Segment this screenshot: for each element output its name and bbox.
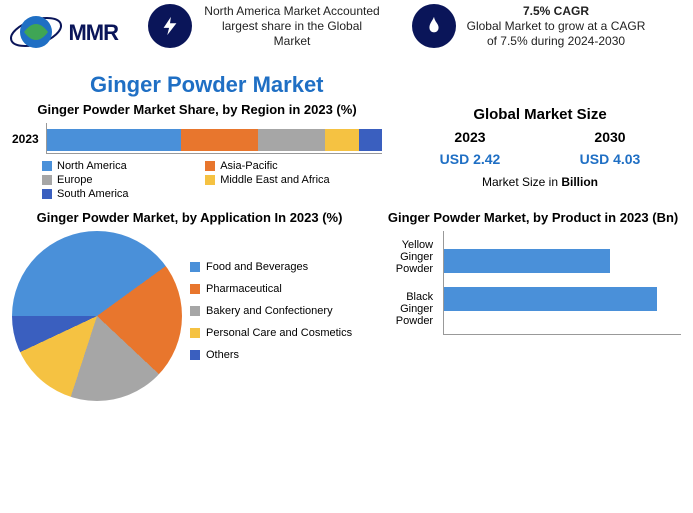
gms-unit-bold: Billion	[561, 175, 598, 189]
fact-cagr-body: Global Market to grow at a CAGR of 7.5% …	[466, 19, 646, 49]
product-bar	[444, 287, 657, 311]
legend-item: Food and Beverages	[190, 261, 352, 273]
logo-text: MMR	[68, 20, 118, 46]
fact-na-text: North America Market Accounted largest s…	[202, 4, 382, 49]
legend-item: Personal Care and Cosmetics	[190, 327, 352, 339]
region-stacked-bar	[47, 129, 382, 151]
product-bar-row	[444, 249, 681, 273]
region-seg-asia-pacific	[181, 129, 258, 151]
gms-item: 2023 USD 2.42	[440, 129, 501, 167]
gms-unit-prefix: Market Size in	[482, 175, 561, 189]
product-labels: Yellow Ginger PowderBlack Ginger Powder	[385, 231, 439, 335]
legend-item: Europe	[42, 174, 205, 186]
legend-item: Others	[190, 349, 352, 361]
gms-year: 2030	[580, 129, 641, 145]
region-seg-north-america	[47, 129, 181, 151]
application-chart-title: Ginger Powder Market, by Application In …	[12, 210, 367, 225]
flame-icon	[412, 4, 456, 48]
application-pie	[12, 231, 182, 401]
product-label: Yellow Ginger Powder	[385, 231, 439, 283]
fact-cagr-title: 7.5% CAGR	[466, 4, 646, 19]
legend-item: North America	[42, 160, 205, 172]
region-chart-ylabel: 2023	[12, 132, 46, 146]
legend-item: Bakery and Confectionery	[190, 305, 352, 317]
product-bar-row	[444, 287, 681, 311]
region-legend: North AmericaAsia-PacificEuropeMiddle Ea…	[12, 160, 382, 202]
region-seg-south-america	[359, 129, 382, 151]
region-chart: 2023	[12, 123, 382, 154]
region-chart-title: Ginger Powder Market Share, by Region in…	[12, 102, 382, 117]
fact-na-share: North America Market Accounted largest s…	[148, 4, 382, 49]
legend-item: Asia-Pacific	[205, 160, 368, 172]
mmr-logo: MMR	[8, 4, 118, 64]
gms-unit: Market Size in Billion	[400, 175, 680, 189]
product-chart-title: Ginger Powder Market, by Product in 2023…	[385, 210, 681, 225]
legend-item: South America	[42, 188, 205, 200]
product-label: Black Ginger Powder	[385, 283, 439, 335]
gms-title: Global Market Size	[400, 106, 680, 123]
fact-cagr-text: 7.5% CAGR Global Market to grow at a CAG…	[466, 4, 646, 49]
application-legend: Food and Beverages Pharmaceutical Bakery a…	[190, 261, 352, 371]
gms-value: USD 2.42	[440, 151, 501, 167]
fact-cagr: 7.5% CAGR Global Market to grow at a CAG…	[412, 4, 646, 49]
region-seg-europe	[258, 129, 325, 151]
page-title: Ginger Powder Market	[90, 72, 693, 98]
header: MMR North America Market Accounted large…	[0, 0, 693, 66]
gms-year: 2023	[440, 129, 501, 145]
legend-item: Pharmaceutical	[190, 283, 352, 295]
region-seg-middle-east-and-africa	[325, 129, 359, 151]
global-market-size: Global Market Size 2023 USD 2.42 2030 USD 4…	[400, 106, 680, 189]
gms-item: 2030 USD 4.03	[580, 129, 641, 167]
product-bar	[444, 249, 610, 273]
gms-value: USD 4.03	[580, 151, 641, 167]
bolt-icon	[148, 4, 192, 48]
gms-row: 2023 USD 2.42 2030 USD 4.03	[400, 129, 680, 167]
product-hbar	[443, 231, 681, 335]
legend-item: Middle East and Africa	[205, 174, 368, 186]
